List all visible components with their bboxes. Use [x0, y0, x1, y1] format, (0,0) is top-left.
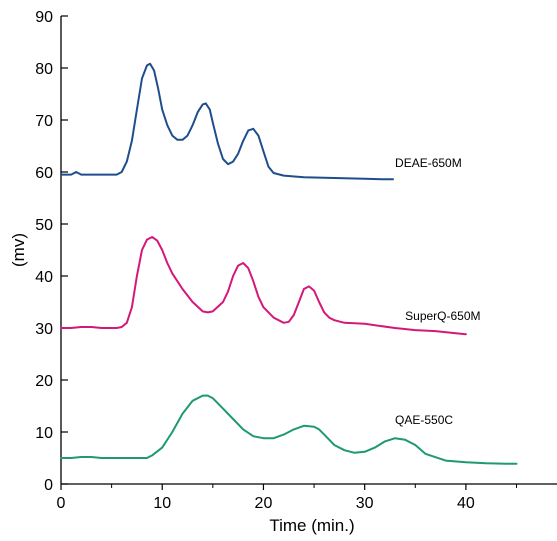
x-tick-label: 20: [255, 495, 273, 512]
x-tick-label: 10: [153, 495, 171, 512]
y-ticks: 0 10 20 30 40 50 60 70 80 90: [35, 9, 68, 494]
axes: 0 10 20 30 40 0 10 20 30 40 50 60 70 80 90: [35, 9, 557, 512]
y-tick-label: 30: [35, 321, 53, 338]
x-tick-label: 0: [57, 495, 66, 512]
y-tick-label: 80: [35, 61, 53, 78]
x-ticks: 0 10 20 30 40: [57, 484, 518, 512]
y-tick-label: 10: [35, 425, 53, 442]
y-tick-label: 40: [35, 269, 53, 286]
series-label-0: DEAE-650M: [395, 156, 462, 170]
series-label-2: QAE-550C: [395, 413, 453, 427]
y-tick-label: 0: [44, 477, 53, 494]
y-tick-label: 60: [35, 165, 53, 182]
y-tick-label: 90: [35, 9, 53, 26]
series-line-0: [60, 62, 394, 181]
series-label-1: SuperQ-650M: [405, 309, 480, 323]
x-tick-label: 40: [457, 495, 475, 512]
x-axis-title: Time (min.): [269, 516, 354, 535]
y-tick-label: 20: [35, 373, 53, 390]
y-tick-label: 70: [35, 113, 53, 130]
x-tick-label: 30: [356, 495, 374, 512]
y-axis-title: (mv): [9, 233, 28, 267]
series-layer: DEAE-650M SuperQ-650M QAE-550C: [60, 62, 518, 465]
series-line-2: [60, 394, 518, 465]
series-line-1: [60, 236, 467, 336]
y-tick-label: 50: [35, 217, 53, 234]
